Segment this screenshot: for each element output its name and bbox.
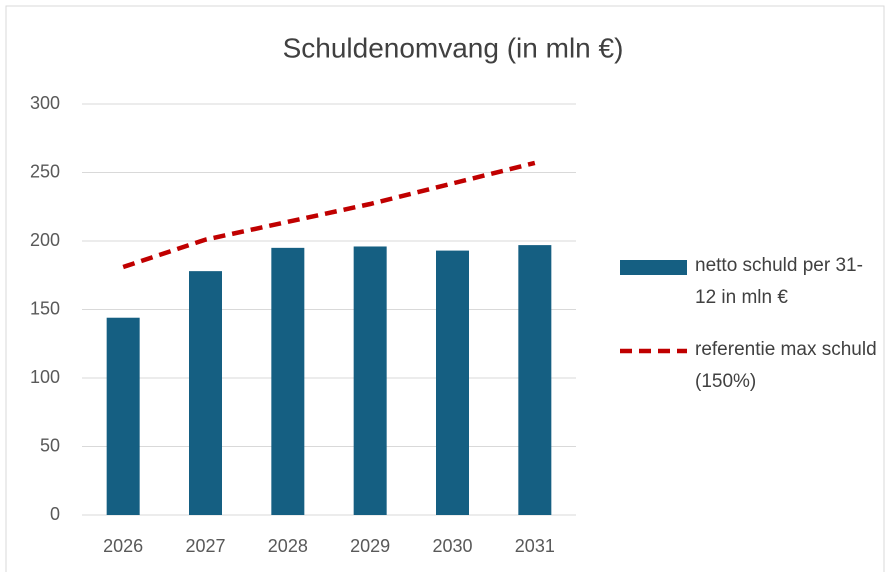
bar	[353, 246, 387, 516]
y-tick-label: 250	[30, 161, 60, 181]
x-tick-label: 2030	[432, 536, 472, 556]
y-tick-label: 50	[40, 435, 60, 455]
line	[122, 160, 536, 270]
y-tick-label: 300	[30, 93, 60, 113]
bar	[106, 317, 140, 515]
legend-swatch	[620, 260, 687, 275]
y-tick-label: 0	[50, 504, 60, 524]
bar	[436, 250, 469, 515]
y-tick-label: 200	[30, 230, 60, 250]
legend-label: netto schuld per 31-12 in mln €	[695, 255, 863, 308]
chart-title: Schuldenomvang (in mln €)	[283, 32, 624, 63]
x-tick-label: 2026	[103, 536, 143, 556]
bar	[518, 245, 552, 516]
x-tick-label: 2028	[268, 536, 308, 556]
bar	[271, 247, 305, 515]
chart-border	[5, 5, 885, 572]
x-tick-label: 2029	[350, 536, 390, 556]
x-tick-label: 2027	[185, 536, 225, 556]
y-tick-label: 150	[30, 298, 60, 318]
bar	[189, 271, 222, 515]
y-tick-label: 100	[30, 367, 60, 387]
legend-label: referentie max schuld (150%)	[695, 339, 877, 392]
x-tick-label: 2031	[515, 536, 555, 556]
